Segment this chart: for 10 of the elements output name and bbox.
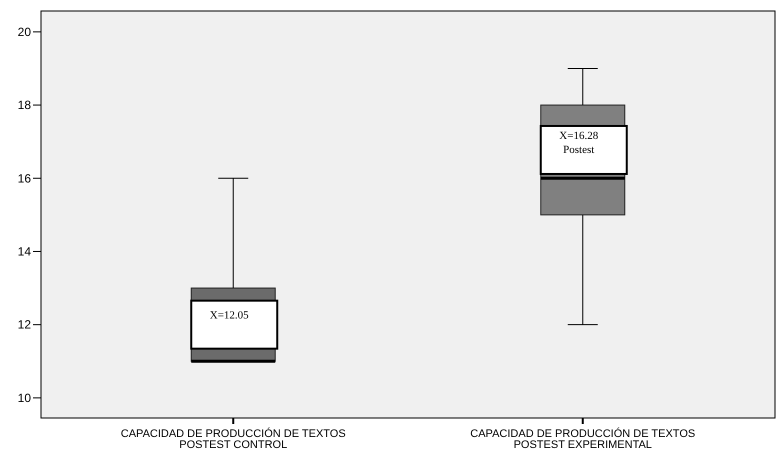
y-tick-label: 16 [18, 171, 32, 186]
y-tick-label: 10 [18, 390, 32, 405]
y-tick-label: 14 [18, 244, 32, 258]
y-tick-label: 18 [18, 98, 32, 112]
annotation: X=12.05 [210, 310, 250, 322]
x-tick-label: CAPACIDAD DE PRODUCCIÓN DE TEXTOS POSTEST CONTROL [120, 427, 346, 451]
x-tick-label: CAPACIDAD DE PRODUCCIÓN DE TEXTOS POSTEST EXPERIMENTAL [470, 427, 696, 451]
y-tick-label: 20 [18, 24, 32, 39]
annotation: X=16.28 Postest [559, 130, 599, 156]
y-tick-label: 12 [18, 318, 32, 332]
